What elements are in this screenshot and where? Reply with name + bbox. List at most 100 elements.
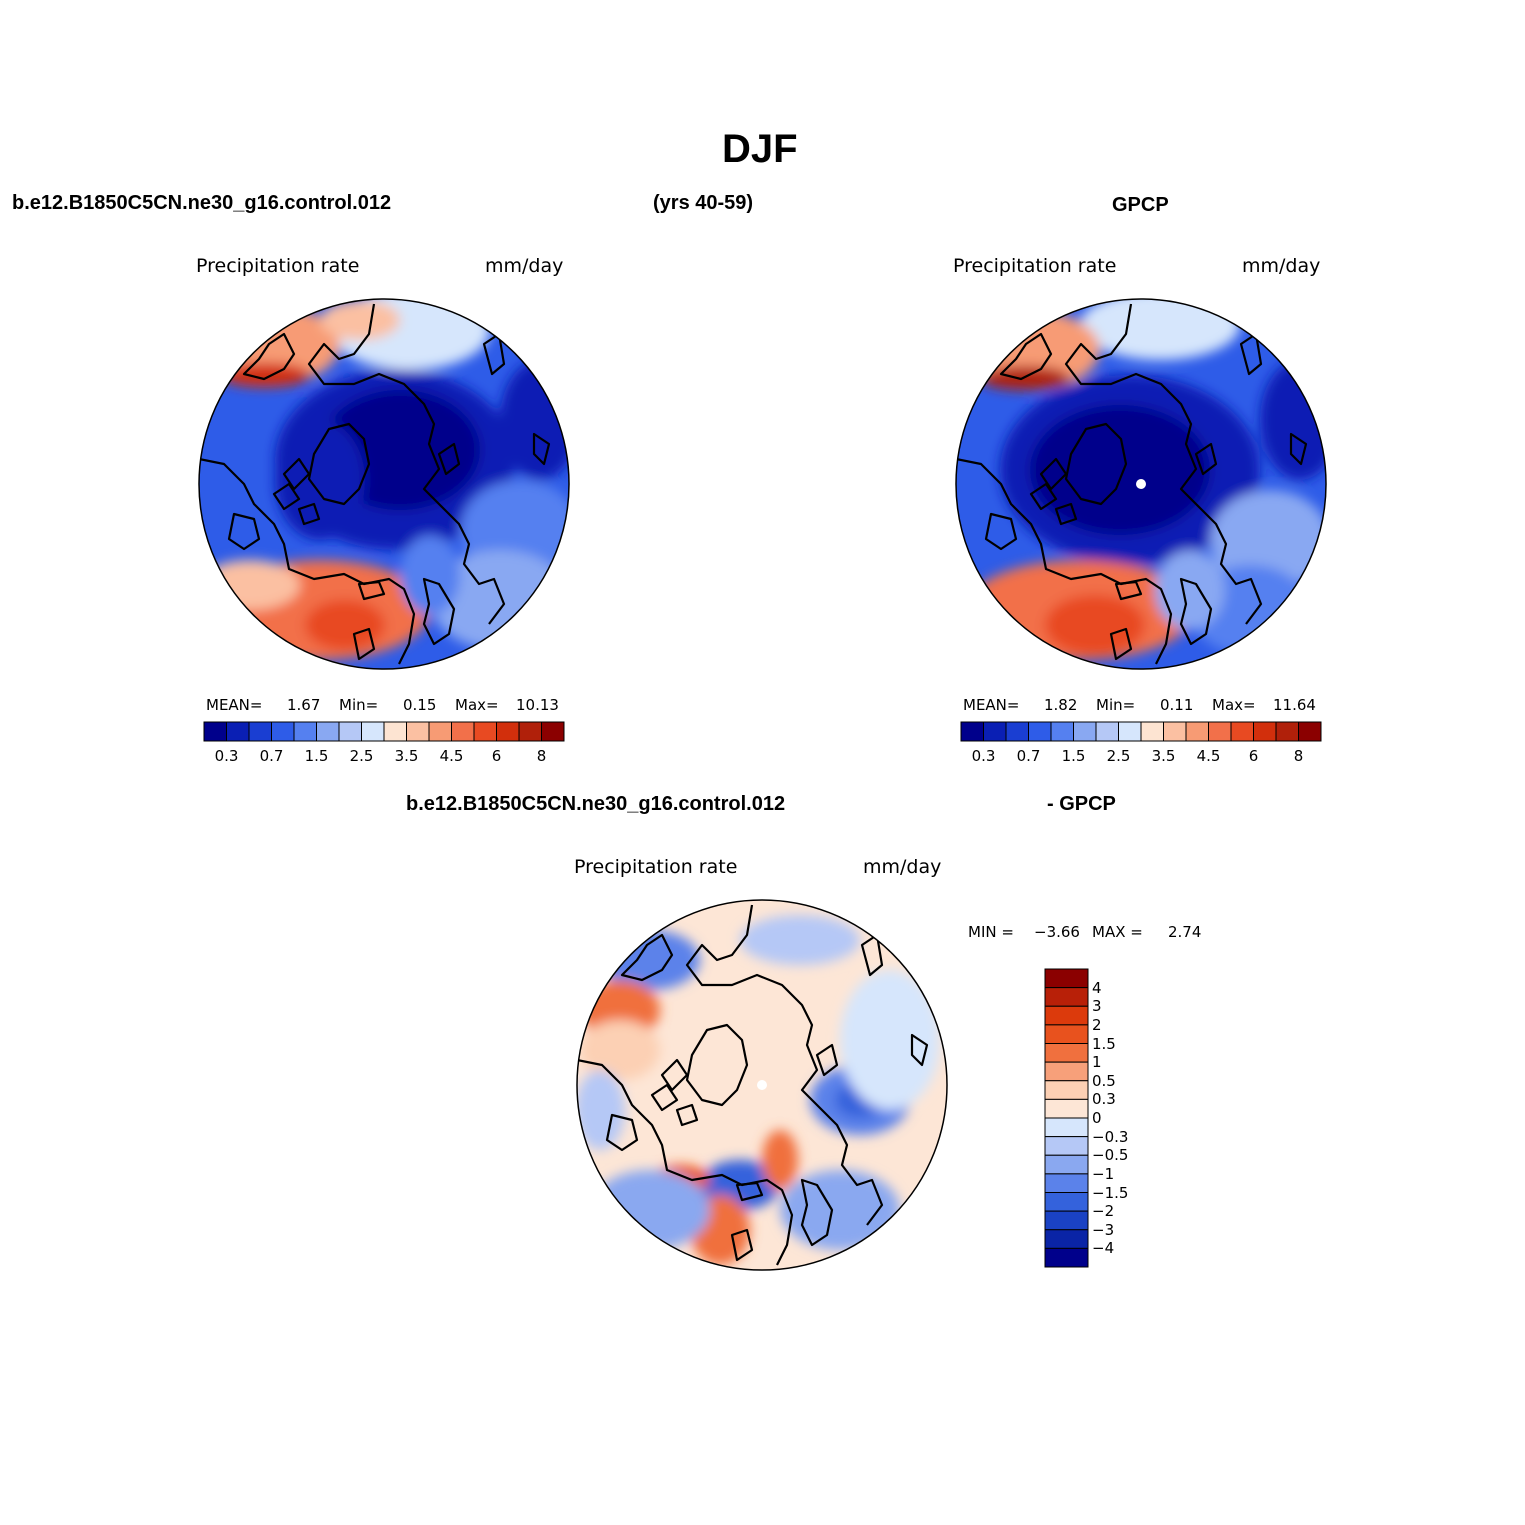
model-colorbar-box <box>203 721 227 742</box>
diff-colorbar <box>1044 968 1089 1268</box>
obs-colorbar-box <box>1028 721 1052 742</box>
model-colorbar-tick-label: 8 <box>536 747 547 765</box>
obs-colorbar-box <box>1298 721 1322 742</box>
diff-colorbar-tick-label: −1 <box>1092 1164 1115 1183</box>
model-colorbar-box <box>226 721 250 742</box>
model-colorbar-box <box>248 721 272 742</box>
obs-colorbar-box <box>1185 721 1209 742</box>
obs-max-label: Max= <box>1212 696 1256 714</box>
case-name-title: b.e12.B1850C5CN.ne30_g16.control.012 <box>12 192 392 214</box>
diff-colorbar-tick-label: −2 <box>1092 1202 1115 1221</box>
obs-colorbar-tick-label: 0.7 <box>1016 747 1041 765</box>
model-max-label: Max= <box>455 696 499 714</box>
model-colorbar-tick-label: 0.7 <box>259 747 284 765</box>
model-colorbar-box <box>406 721 430 742</box>
diff-colorbar-box <box>1044 1154 1089 1175</box>
model-mean-value: 1.67 <box>287 696 321 714</box>
diff-precip-map <box>576 899 948 1271</box>
model-colorbar-tick-label: 6 <box>491 747 502 765</box>
obs-colorbar-tick-label: 2.5 <box>1106 747 1131 765</box>
model-mean-label: MEAN= <box>206 696 263 714</box>
obs-colorbar-tick-label: 4.5 <box>1196 747 1221 765</box>
diff-colorbar-box <box>1044 987 1089 1007</box>
diff-colorbar-tick-label: 0.3 <box>1092 1090 1116 1109</box>
obs-colorbar-box <box>1140 721 1164 742</box>
diff-colorbar-tick-label: −0.3 <box>1092 1127 1129 1146</box>
diff-colorbar-tick-label: −0.5 <box>1092 1146 1129 1165</box>
obs-name-title: GPCP <box>1112 194 1169 216</box>
model-colorbar-box <box>518 721 542 742</box>
diff-colorbar-box <box>1044 1247 1089 1268</box>
obs-colorbar-box <box>1208 721 1232 742</box>
obs-colorbar-box <box>1050 721 1074 742</box>
model-colorbar-tick-label: 0.3 <box>214 747 239 765</box>
diff-units-label: mm/day <box>863 856 942 878</box>
diff-min-value: −3.66 <box>1034 923 1080 941</box>
obs-colorbar-box <box>1275 721 1299 742</box>
obs-colorbar-tick-label: 3.5 <box>1151 747 1176 765</box>
obs-colorbar-box <box>1163 721 1187 742</box>
model-min-label: Min= <box>339 696 379 714</box>
diff-obs-title: - GPCP <box>1047 793 1116 815</box>
obs-mean-label: MEAN= <box>963 696 1020 714</box>
obs-colorbar-tick-label: 1.5 <box>1061 747 1086 765</box>
obs-colorbar-box <box>1118 721 1142 742</box>
diff-colorbar-tick-label: 0 <box>1092 1109 1102 1127</box>
model-precip-map <box>198 298 570 670</box>
diff-case-title: b.e12.B1850C5CN.ne30_g16.control.012 <box>406 793 786 815</box>
model-colorbar-tick-label: 2.5 <box>349 747 374 765</box>
model-colorbar-box <box>383 721 407 742</box>
obs-max-value: 11.64 <box>1273 696 1316 714</box>
diff-variable-label: Precipitation rate <box>574 856 738 878</box>
diff-colorbar-box <box>1044 1229 1089 1249</box>
model-colorbar <box>203 721 565 742</box>
diff-colorbar-box <box>1044 968 1089 989</box>
obs-precip-map <box>955 298 1327 670</box>
model-units-label: mm/day <box>485 255 564 277</box>
obs-colorbar-box <box>1073 721 1097 742</box>
diff-colorbar-box <box>1044 1005 1089 1026</box>
obs-colorbar-tick-label: 6 <box>1248 747 1259 765</box>
model-colorbar-box <box>473 721 497 742</box>
diff-colorbar-tick-label: 1 <box>1092 1053 1102 1072</box>
obs-units-label: mm/day <box>1242 255 1321 277</box>
obs-variable-label: Precipitation rate <box>953 255 1117 277</box>
model-colorbar-box <box>451 721 475 742</box>
diff-colorbar-tick-label: 3 <box>1092 997 1102 1016</box>
diff-colorbar-box <box>1044 1080 1089 1100</box>
diff-colorbar-tick-label: 1.5 <box>1092 1034 1116 1053</box>
model-colorbar-tick-label: 1.5 <box>304 747 329 765</box>
diff-colorbar-box <box>1044 1117 1089 1138</box>
diff-colorbar-tick-label: 2 <box>1092 1015 1102 1034</box>
page-title: DJF <box>722 127 798 171</box>
diff-max-value: 2.74 <box>1168 923 1202 941</box>
diff-min-label: MIN = <box>968 923 1014 941</box>
model-colorbar-box <box>316 721 340 742</box>
obs-colorbar-box <box>983 721 1007 742</box>
model-colorbar-box <box>428 721 452 742</box>
obs-colorbar <box>960 721 1322 742</box>
model-colorbar-box <box>541 721 565 742</box>
diff-colorbar-tick-label: −1.5 <box>1092 1183 1129 1202</box>
diff-colorbar-tick-label: 4 <box>1092 978 1102 997</box>
diff-colorbar-box <box>1044 1098 1089 1119</box>
obs-colorbar-box <box>1095 721 1119 742</box>
model-min-value: 0.15 <box>403 696 437 714</box>
model-colorbar-tick-label: 4.5 <box>439 747 464 765</box>
obs-colorbar-box <box>1253 721 1277 742</box>
model-colorbar-tick-label: 3.5 <box>394 747 419 765</box>
obs-colorbar-box <box>1230 721 1254 742</box>
model-colorbar-box <box>293 721 317 742</box>
obs-colorbar-box <box>960 721 984 742</box>
diff-colorbar-box <box>1044 1173 1089 1193</box>
diff-colorbar-box <box>1044 1136 1089 1156</box>
diff-colorbar-box <box>1044 1061 1089 1082</box>
obs-mean-value: 1.82 <box>1044 696 1078 714</box>
diff-colorbar-box <box>1044 1210 1089 1231</box>
model-colorbar-box <box>271 721 295 742</box>
model-variable-label: Precipitation rate <box>196 255 360 277</box>
model-colorbar-box <box>338 721 362 742</box>
obs-colorbar-tick-label: 8 <box>1293 747 1304 765</box>
obs-min-label: Min= <box>1096 696 1136 714</box>
